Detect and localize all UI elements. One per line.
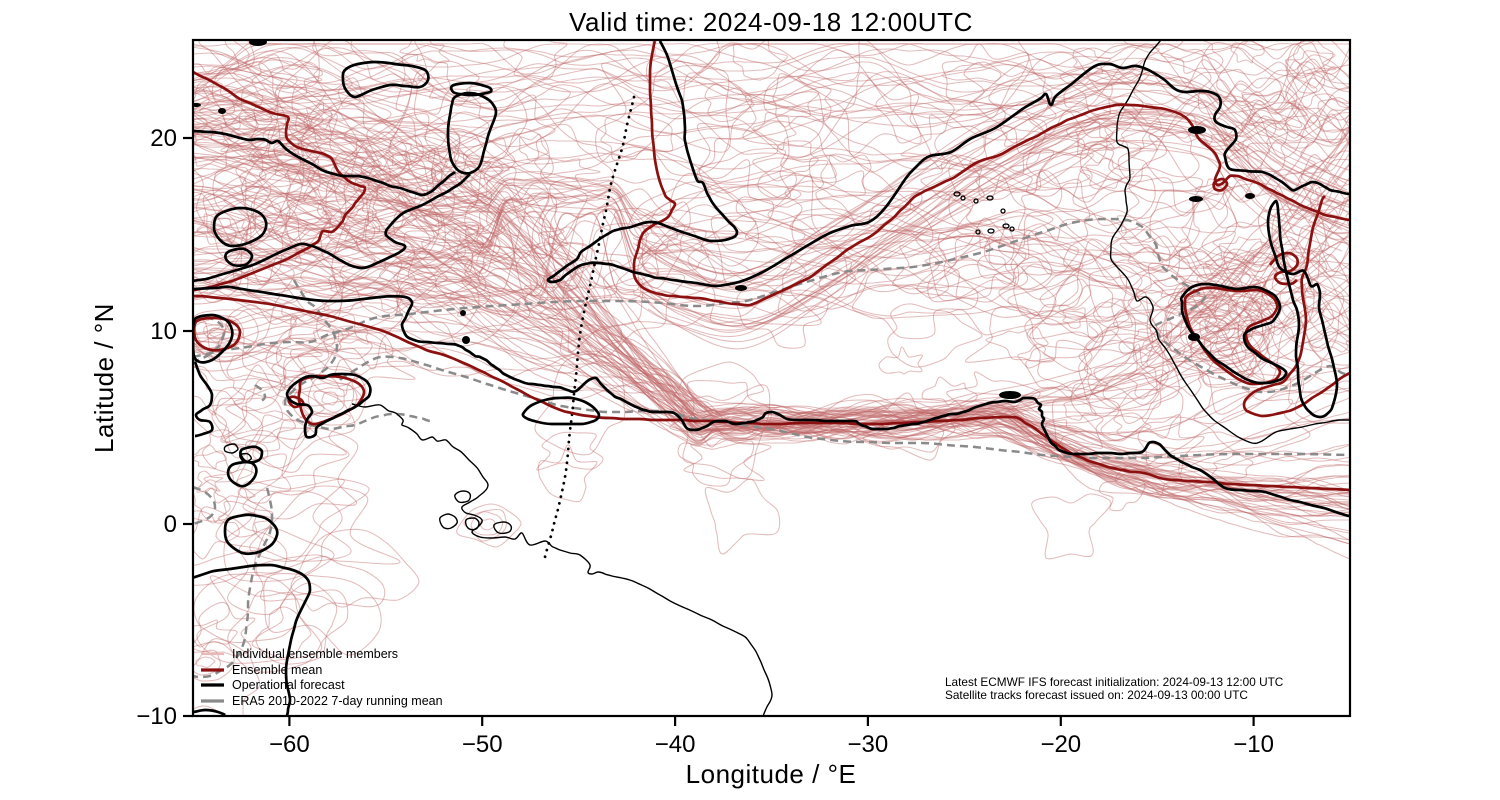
svg-text:−20: −20: [1040, 731, 1081, 758]
svg-text:10: 10: [150, 318, 177, 345]
svg-text:−10: −10: [1233, 731, 1274, 758]
svg-text:−60: −60: [269, 731, 310, 758]
svg-text:Ensemble mean: Ensemble mean: [232, 663, 322, 677]
svg-text:Operational forecast: Operational forecast: [232, 678, 345, 692]
svg-text:Individual ensemble members: Individual ensemble members: [232, 647, 398, 661]
svg-text:0: 0: [164, 511, 177, 538]
svg-text:−10: −10: [136, 703, 177, 730]
svg-text:Latitude / °N: Latitude / °N: [89, 303, 119, 453]
svg-text:20: 20: [150, 125, 177, 152]
svg-text:−50: −50: [462, 731, 503, 758]
svg-text:−30: −30: [848, 731, 889, 758]
svg-text:−40: −40: [655, 731, 696, 758]
svg-text:Latest ECMWF IFS forecast init: Latest ECMWF IFS forecast initialization…: [945, 675, 1284, 689]
svg-text:Valid time: 2024-09-18 12:00UT: Valid time: 2024-09-18 12:00UTC: [569, 7, 973, 37]
svg-text:Longitude / °E: Longitude / °E: [686, 759, 857, 789]
svg-text:ERA5 2010-2022 7-day running m: ERA5 2010-2022 7-day running mean: [232, 694, 443, 708]
svg-text:Satellite tracks forecast issu: Satellite tracks forecast issued on: 202…: [945, 688, 1248, 702]
